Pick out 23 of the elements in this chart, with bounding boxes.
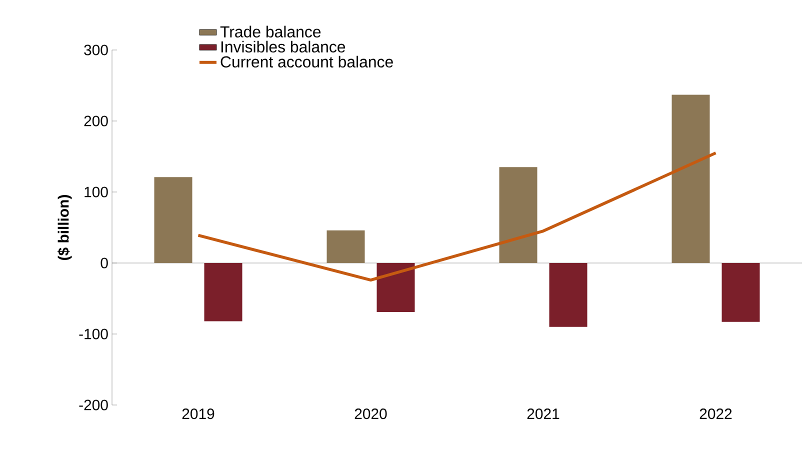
y-tick-label: -200 [79, 400, 108, 410]
bar [549, 263, 588, 327]
bar [499, 167, 538, 263]
bar [154, 177, 192, 263]
y-tick-label: 0 [100, 258, 108, 268]
bar [376, 263, 415, 312]
y-tick-label: 200 [84, 116, 108, 126]
y-tick-label: -100 [79, 328, 108, 340]
x-tick-label: 2019 [182, 408, 214, 420]
bar [672, 94, 710, 263]
bar [204, 263, 242, 322]
bar [326, 230, 365, 263]
legend-label: Trade balance [220, 26, 321, 38]
bar [722, 263, 760, 322]
x-tick-label: 2021 [527, 408, 560, 420]
y-axis-title: ($ billion) [58, 195, 72, 260]
line-series [196, 151, 718, 282]
legend-label: Invisibles balance [221, 40, 346, 53]
legend-label: Current account balance [220, 56, 393, 68]
x-tick-label: 2020 [354, 408, 387, 420]
y-tick-label: 100 [84, 186, 108, 198]
y-tick-label: 300 [84, 44, 108, 56]
x-tick-label: 2022 [700, 408, 732, 420]
